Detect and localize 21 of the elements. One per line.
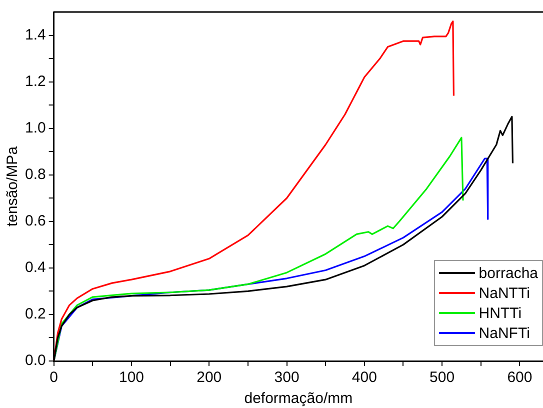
y-axis-title: tensão/MPa bbox=[4, 146, 22, 227]
y-tick-label: 1.0 bbox=[24, 119, 46, 136]
x-tick-label: 0 bbox=[50, 369, 58, 386]
x-tick-label: 100 bbox=[118, 369, 144, 386]
x-tick-label: 400 bbox=[352, 369, 377, 386]
y-tick-label: 0.8 bbox=[24, 166, 46, 184]
legend-label: borracha bbox=[478, 264, 538, 282]
x-tick-label: 600 bbox=[507, 369, 532, 386]
y-tick-label: 0.2 bbox=[24, 306, 46, 323]
x-tick-label: 500 bbox=[430, 369, 455, 386]
x-tick-label: 300 bbox=[274, 369, 300, 386]
y-tick-label: 0.4 bbox=[24, 259, 46, 276]
legend-label: NaNFTi bbox=[478, 324, 530, 342]
y-tick-label: 1.4 bbox=[24, 26, 46, 44]
legend-label: HNTTi bbox=[478, 304, 522, 322]
text: 0.0 bbox=[24, 352, 46, 370]
y-tick-label: 1.2 bbox=[24, 72, 46, 90]
y-tick-label: 0.6 bbox=[24, 212, 46, 230]
legend-label: NaNTTi bbox=[478, 284, 530, 302]
x-tick-label: 200 bbox=[196, 369, 222, 386]
x-axis-title: deformação/mm bbox=[244, 390, 353, 408]
